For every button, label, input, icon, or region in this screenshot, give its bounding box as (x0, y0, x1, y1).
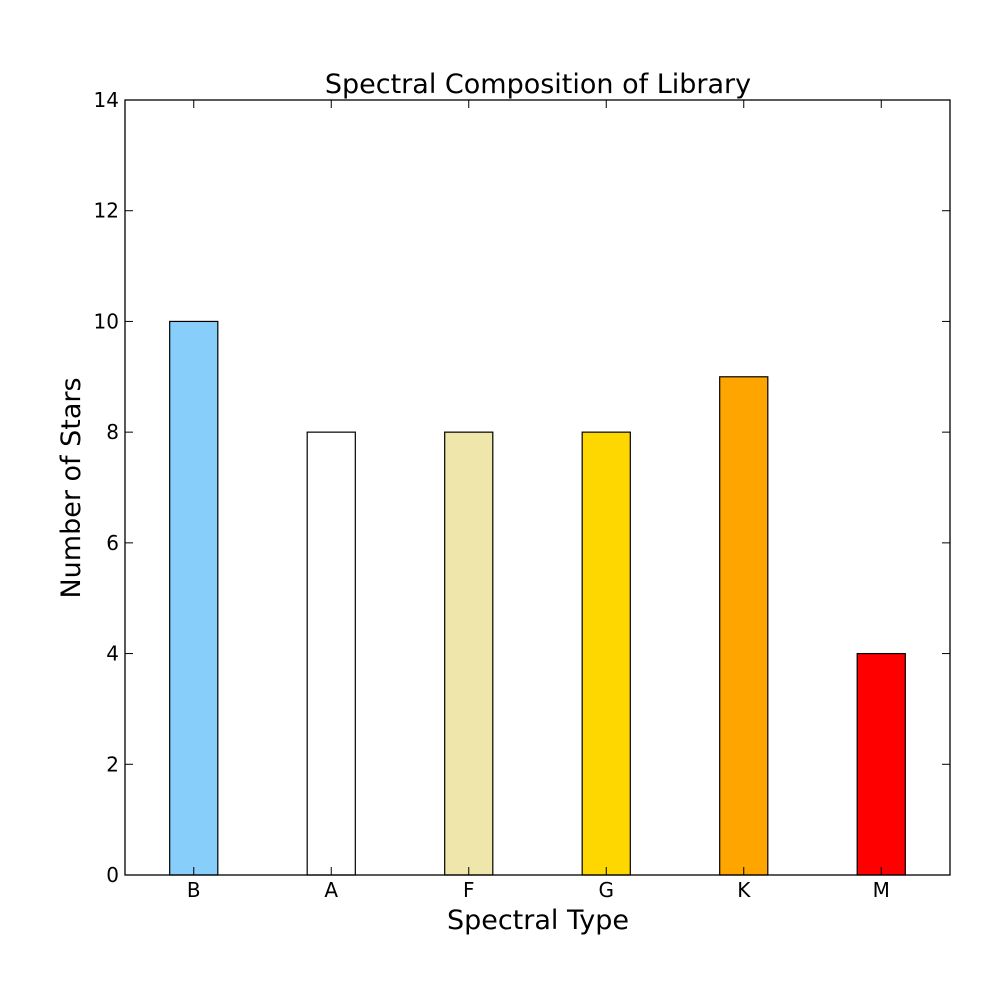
x-tick-label-K: K (737, 878, 751, 902)
chart-title: Spectral Composition of Library (325, 69, 751, 100)
x-tick-label-M: M (873, 878, 890, 902)
x-tick-label-B: B (187, 878, 201, 902)
y-axis-label: Number of Stars (56, 377, 87, 598)
bar-K (719, 376, 769, 876)
x-axis-label: Spectral Type (447, 905, 629, 936)
bar-G (581, 431, 631, 876)
y-tick-label-6: 6 (106, 531, 119, 555)
bar-A (306, 431, 356, 876)
x-tick-label-A: A (324, 878, 338, 902)
y-tick-label-8: 8 (106, 420, 119, 444)
y-tick-label-10: 10 (94, 309, 119, 333)
y-tick-label-4: 4 (106, 642, 119, 666)
x-tick-label-F: F (463, 878, 475, 902)
bar-B (169, 320, 219, 876)
y-tick-label-0: 0 (106, 863, 119, 887)
x-tick-label-G: G (599, 878, 615, 902)
y-tick-label-14: 14 (94, 88, 119, 112)
y-tick-label-12: 12 (94, 199, 119, 223)
bar-F (444, 431, 494, 876)
y-tick-label-2: 2 (106, 752, 119, 776)
plot-frame (124, 99, 951, 876)
tick-labels-group: B A F G K M 0 2 4 6 8 10 12 14 (94, 88, 890, 902)
ticks-group (125, 99, 950, 876)
bars-group (169, 320, 906, 876)
bar-M (856, 652, 906, 876)
